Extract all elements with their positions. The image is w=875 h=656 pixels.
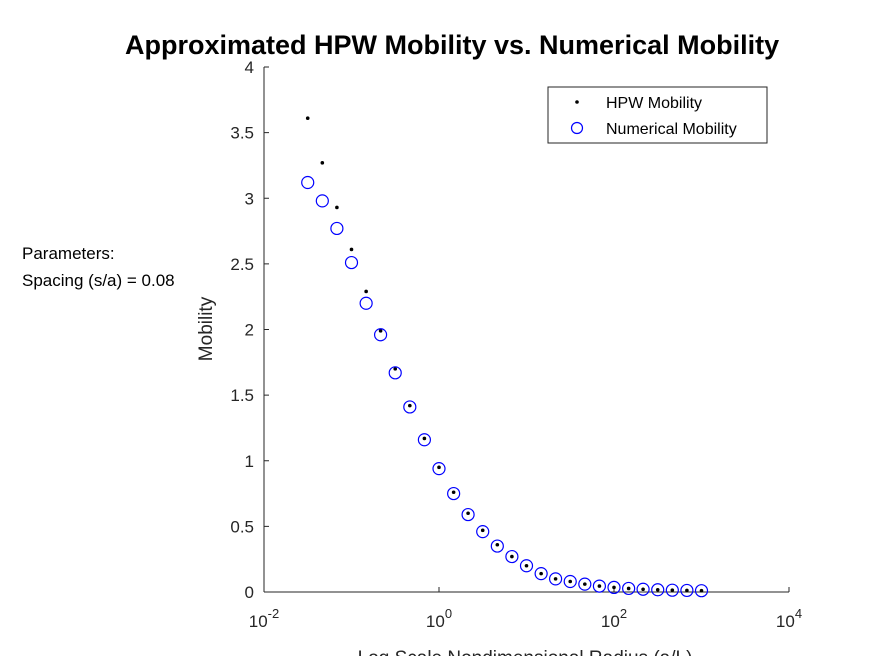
numerical-mobility-point (417, 433, 432, 447)
x-tick-labels: 10-2 100 102 104 (249, 606, 802, 631)
numerical-mobility-point (548, 572, 563, 586)
hpw-mobility-point (480, 528, 485, 533)
numerical-mobility-point (665, 583, 679, 597)
annotation-line-2: Spacing (s/a) = 0.08 (22, 271, 175, 290)
numerical-mobility-point (388, 366, 402, 380)
parameters-annotation: Parameters: Spacing (s/a) = 0.08 (22, 240, 175, 294)
legend-marker-hpw (575, 100, 579, 104)
hpw-mobility-point (437, 465, 441, 470)
hpw-mobility-point (670, 588, 675, 592)
numerical-mobility-point (622, 581, 636, 596)
hpw-mobility-point (451, 490, 456, 495)
x-tick-label: 10-2 (249, 606, 279, 631)
hpw-mobility-point (320, 161, 325, 165)
hpw-mobility-point (466, 511, 470, 516)
hpw-mobility-point (699, 588, 704, 593)
hpw-mobility-point (655, 587, 660, 592)
series-hpw-mobility (305, 116, 704, 593)
y-tick-label: 1 (245, 452, 254, 471)
numerical-mobility-point (447, 486, 461, 501)
hpw-mobility-point (524, 563, 529, 568)
legend: HPW Mobility Numerical Mobility (547, 86, 768, 144)
legend-label-hpw: HPW Mobility (606, 95, 702, 112)
numerical-mobility-point (476, 525, 490, 539)
hpw-mobility-point (335, 205, 339, 210)
numerical-mobility-point (432, 462, 446, 476)
numerical-mobility-point (519, 559, 534, 573)
numerical-mobility-point (330, 221, 344, 236)
hpw-mobility-point (349, 247, 354, 252)
y-tick-label: 0 (245, 583, 254, 602)
hpw-mobility-point (626, 586, 631, 591)
hpw-mobility-point (364, 289, 368, 294)
y-tick-label: 1.5 (230, 386, 254, 405)
chart-title: Approximated HPW Mobility vs. Numerical … (125, 30, 779, 60)
numerical-mobility-point (461, 507, 475, 522)
numerical-mobility-point (403, 400, 417, 414)
numerical-mobility-point (301, 175, 315, 190)
axes (263, 66, 790, 593)
numerical-mobility-point (373, 328, 388, 342)
annotation-line-1: Parameters: (22, 244, 115, 263)
y-tick-label: 3 (245, 189, 254, 208)
numerical-mobility-point (534, 567, 548, 581)
x-tick-label: 102 (601, 606, 627, 631)
numerical-mobility-point (592, 579, 607, 593)
numerical-mobility-point (359, 296, 373, 310)
x-axis-label: Log Scale Nondimensional Radius (a/L) (358, 648, 693, 656)
hpw-mobility-point (305, 116, 310, 120)
numerical-mobility-point (490, 539, 504, 553)
hpw-mobility-point (641, 587, 645, 592)
y-tick-label: 0.5 (230, 517, 254, 536)
y-tick-label: 3.5 (230, 124, 254, 143)
hpw-mobility-point (553, 577, 558, 581)
series-numerical-mobility (301, 175, 709, 598)
numerical-mobility-point (315, 194, 329, 208)
hpw-mobility-point (510, 554, 514, 559)
hpw-mobility-point (539, 571, 543, 576)
hpw-mobility-point (495, 542, 500, 547)
y-tick-label: 2 (245, 321, 254, 340)
hpw-mobility-point (408, 403, 412, 408)
numerical-mobility-point (505, 549, 519, 564)
hpw-mobility-point (597, 584, 602, 588)
x-tick-label: 104 (776, 606, 802, 631)
hpw-mobility-point (612, 585, 616, 590)
hpw-mobility-point (378, 329, 383, 333)
numerical-mobility-point (680, 583, 694, 598)
y-axis-label: Mobility (196, 296, 217, 361)
numerical-mobility-point (344, 255, 359, 270)
numerical-mobility-point (578, 577, 592, 591)
y-tick-label: 2.5 (230, 255, 254, 274)
y-tick-labels: 0 0.5 1 1.5 2 2.5 3 3.5 4 (230, 58, 254, 602)
numerical-mobility-point (607, 580, 621, 595)
numerical-mobility-point (636, 582, 650, 596)
hpw-mobility-point (583, 582, 587, 586)
numerical-mobility-point (563, 574, 577, 589)
hpw-mobility-point (568, 579, 573, 584)
y-tick-label: 4 (245, 58, 254, 77)
hpw-mobility-point (393, 367, 398, 371)
hpw-mobility-point (422, 436, 427, 441)
legend-marker-numerical (570, 121, 584, 135)
numerical-mobility-point (651, 583, 665, 597)
legend-box (547, 86, 768, 144)
numerical-mobility-point (694, 584, 709, 598)
hpw-mobility-point (685, 588, 689, 593)
legend-label-numerical: Numerical Mobility (606, 121, 737, 138)
x-tick-label: 100 (426, 606, 452, 631)
